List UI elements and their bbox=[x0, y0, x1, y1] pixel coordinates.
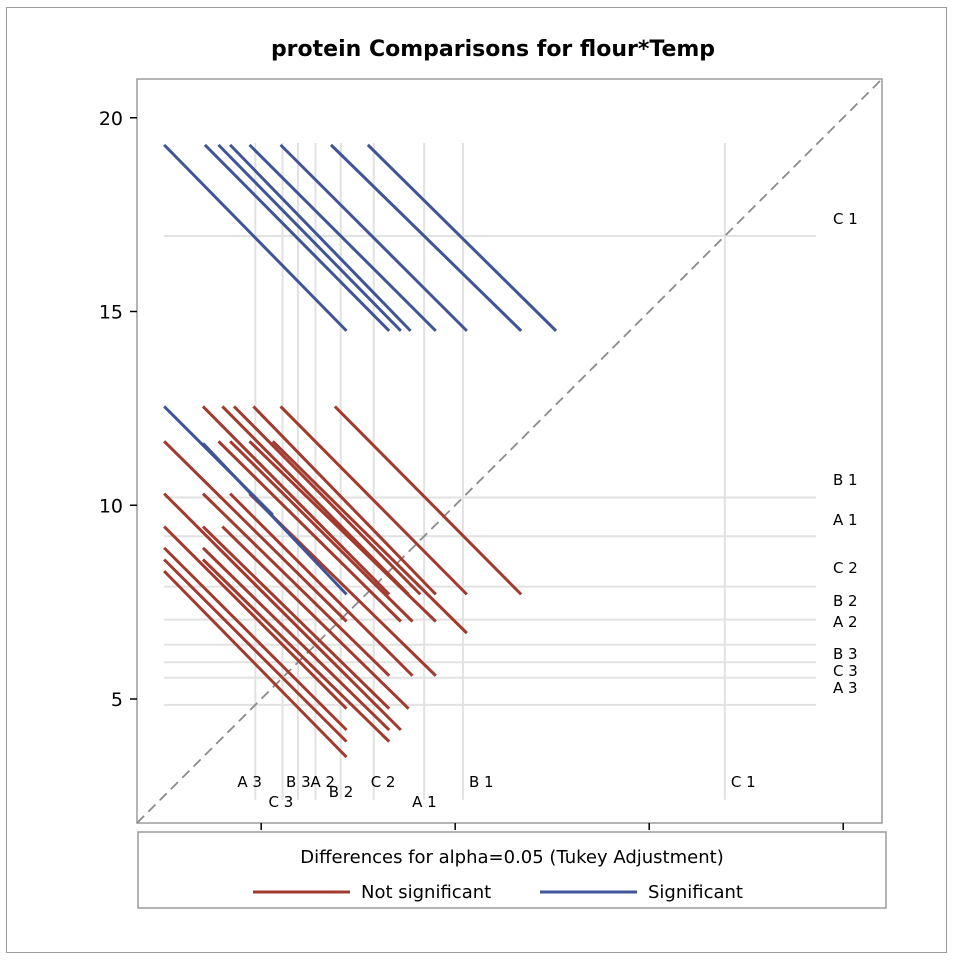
not-significant-segment-23 bbox=[163, 570, 348, 759]
not-significant-segment-12 bbox=[201, 492, 391, 677]
chart-title: protein Comparisons for flour*Temp bbox=[271, 37, 715, 62]
bottom-label-c1: C 1 bbox=[731, 773, 756, 791]
right-label-c3: C 3 bbox=[833, 662, 858, 680]
group-labels: A 3A 3C 3C 3B 3B 3A 2A 2B 2B 2C 2C 2A 1A… bbox=[237, 210, 857, 811]
chart-frame: protein Comparisons for flour*Temp A 3 A … bbox=[6, 7, 947, 953]
right-label-b1: B 1 bbox=[833, 471, 858, 489]
y-tick-label-10: 10 bbox=[99, 495, 123, 517]
right-label-a1: A 1 bbox=[833, 511, 858, 529]
right-label-b3: B 3 bbox=[833, 645, 858, 663]
not-significant-segment-15 bbox=[163, 525, 348, 710]
not-significant-segment-18 bbox=[163, 546, 348, 732]
significant-segment-5 bbox=[279, 143, 468, 332]
not-significant-segment-22 bbox=[201, 558, 391, 743]
significant-segment-2 bbox=[217, 143, 402, 332]
right-label-b2: B 2 bbox=[833, 592, 858, 610]
significant-segment-6 bbox=[329, 143, 523, 332]
y-tick-label-5: 5 bbox=[111, 689, 123, 711]
bottom-label-a2: A 2 bbox=[310, 773, 335, 791]
right-label-c1: C 1 bbox=[833, 210, 858, 228]
bottom-label-a1: A 1 bbox=[412, 793, 437, 811]
legend-label-significant: Significant bbox=[648, 882, 743, 903]
not-significant-segment-3 bbox=[252, 405, 437, 596]
significant-segment-3 bbox=[229, 143, 412, 332]
significant-segment-7 bbox=[366, 143, 558, 332]
right-label-a3: A 3 bbox=[833, 679, 858, 697]
not-significant-segment-10 bbox=[248, 440, 437, 623]
bottom-label-b1: B 1 bbox=[469, 773, 494, 791]
legend-label-not-significant: Not significant bbox=[361, 882, 491, 903]
significant-segment-0 bbox=[163, 143, 348, 332]
not-significant-segment-8 bbox=[217, 440, 402, 623]
not-significant-segment-2 bbox=[232, 405, 422, 596]
bottom-label-b2: B 2 bbox=[329, 783, 354, 801]
significant-segment-1 bbox=[203, 143, 391, 332]
not-significant-segment-19 bbox=[201, 546, 391, 732]
legend-box bbox=[137, 831, 887, 909]
not-significant-segment-1 bbox=[221, 405, 410, 596]
not-significant-segment-0 bbox=[201, 405, 391, 596]
not-significant-segment-7 bbox=[163, 440, 348, 623]
not-significant-segment-17 bbox=[221, 525, 410, 710]
not-significant-segment-4 bbox=[279, 405, 468, 596]
not-significant-segment-9 bbox=[229, 440, 414, 623]
right-label-c2: C 2 bbox=[833, 559, 858, 577]
not-significant-segment-6 bbox=[271, 440, 468, 635]
not-significant-segment-13 bbox=[229, 492, 414, 677]
significant-segment-9 bbox=[201, 442, 348, 596]
bottom-label-c2: C 2 bbox=[371, 773, 396, 791]
y-tick-label-20: 20 bbox=[99, 108, 123, 130]
y-tick-label-15: 15 bbox=[99, 302, 123, 324]
diffogram-chart: protein Comparisons for flour*Temp A 3 A … bbox=[99, 37, 887, 909]
bottom-label-c3: C 3 bbox=[269, 793, 294, 811]
not-significant-segment-5 bbox=[333, 405, 523, 596]
difference-segments bbox=[163, 143, 558, 759]
not-significant-segment-20 bbox=[217, 546, 402, 732]
right-label-a2: A 2 bbox=[833, 613, 858, 631]
legend: Differences for alpha=0.05 (Tukey Adjust… bbox=[137, 831, 887, 909]
bottom-label-b3: B 3 bbox=[286, 773, 311, 791]
legend-title: Differences for alpha=0.05 (Tukey Adjust… bbox=[300, 847, 723, 868]
not-significant-segment-16 bbox=[201, 525, 391, 710]
bottom-label-a3: A 3 bbox=[237, 773, 262, 791]
not-significant-segment-21 bbox=[163, 558, 348, 743]
significant-segment-4 bbox=[248, 143, 437, 332]
